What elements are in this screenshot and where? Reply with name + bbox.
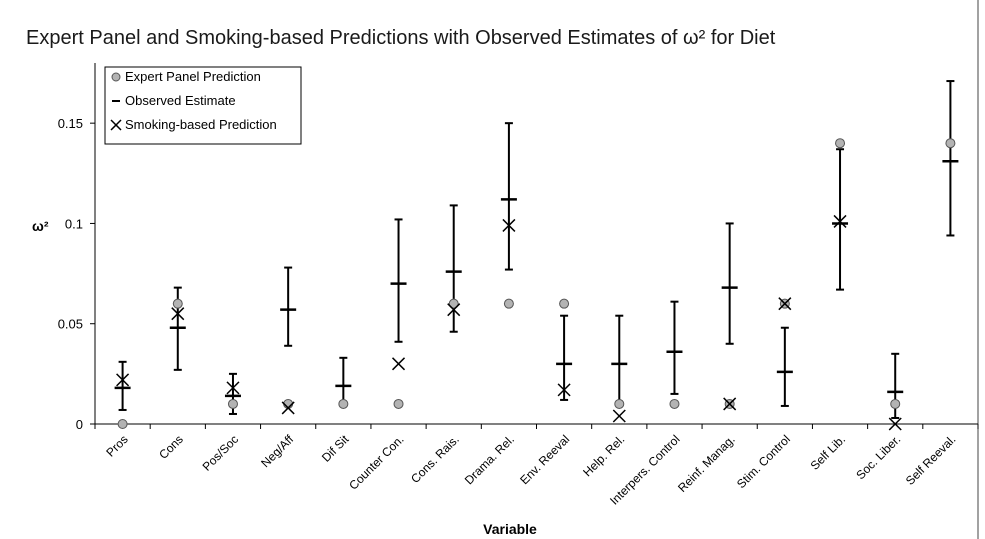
expert-panel-point [448,298,459,309]
y-tick-label: 0.05 [58,317,83,332]
chart-title: Expert Panel and Smoking-based Predictio… [26,27,776,49]
expert-panel-point [227,398,238,409]
y-tick-label: 0 [76,417,83,432]
legend-symbol-smoking [110,119,122,131]
legend: Expert Panel Prediction Observed Estimate… [104,66,302,145]
smoking-based-point [281,401,295,415]
x-marker-stroke [888,417,902,431]
expert-panel-point [614,398,625,409]
expert-panel-point [338,398,349,409]
smoking-based-point [723,397,737,411]
smoking-based-point [888,417,902,431]
smoking-based-point [392,357,406,371]
data-marks [114,80,959,431]
x-marker-stroke [833,214,847,228]
legend-entry-label: Smoking-based Prediction [125,117,277,132]
expert-panel-point [835,138,846,149]
y-axis-label: ω² [32,218,49,234]
x-marker-stroke [557,383,571,397]
x-marker-stroke [778,297,792,311]
y-tick-label: 0.15 [58,116,83,131]
smoking-based-point [612,409,626,423]
expert-panel-point [890,398,901,409]
x-marker-stroke [392,357,406,371]
smoking-based-point [557,383,571,397]
x-marker-stroke [226,381,240,395]
y-tick-label: 0.1 [65,216,83,231]
smoking-based-point [833,214,847,228]
smoking-based-point [226,381,240,395]
x-marker-stroke [612,409,626,423]
smoking-based-point [171,307,185,321]
x-marker-stroke [110,119,122,131]
smoking-based-point [447,303,461,317]
x-marker-stroke [171,307,185,321]
x-axis-label: Variable [483,521,537,537]
legend-entry-label: Expert Panel Prediction [125,69,261,84]
x-marker-stroke [723,397,737,411]
x-marker-stroke [116,373,130,387]
smoking-based-point [778,297,792,311]
x-marker-stroke [281,401,295,415]
expert-panel-point [945,138,956,149]
x-marker-stroke [502,218,516,232]
expert-panel-point [669,398,680,409]
smoking-based-point [116,373,130,387]
x-marker-stroke [447,303,461,317]
expert-panel-point [503,298,514,309]
legend-box [104,66,302,145]
legend-entry-label: Observed Estimate [125,93,236,108]
expert-panel-point [172,298,183,309]
smoking-based-point [502,218,516,232]
legend-symbol-expert [111,72,121,82]
expert-panel-point [393,398,404,409]
expert-panel-point [117,419,128,429]
expert-panel-point [559,298,570,309]
